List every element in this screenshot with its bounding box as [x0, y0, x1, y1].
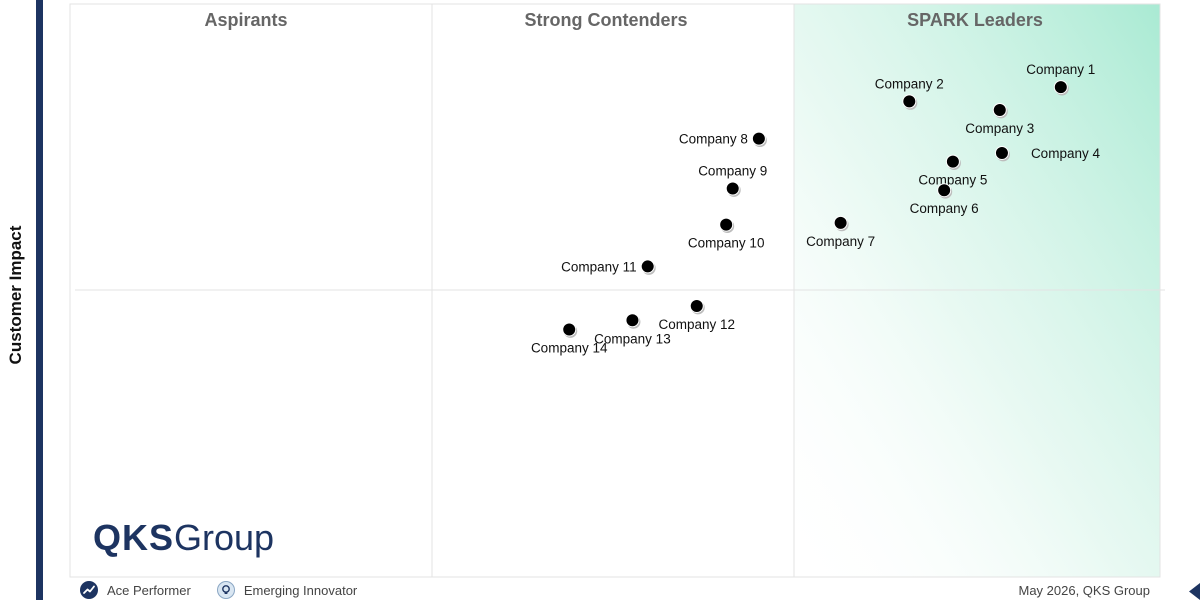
data-point: Company 9	[698, 164, 767, 197]
point-label: Company 7	[806, 234, 875, 249]
logo-light-text: Group	[174, 517, 275, 558]
logo-bold-text: QKS	[93, 517, 175, 558]
quadrant-title-strong-contenders: Strong Contenders	[524, 10, 687, 30]
data-point: Company 10	[688, 217, 765, 251]
legend: Ace Performer Emerging Innovator	[80, 580, 383, 600]
point-label: Company 10	[688, 236, 765, 251]
point-label: Company 3	[965, 121, 1034, 136]
point-marker[interactable]	[640, 259, 655, 274]
point-marker[interactable]	[689, 298, 704, 313]
data-point: Company 13	[594, 313, 671, 346]
point-label: Company 5	[918, 173, 987, 188]
point-marker[interactable]	[945, 154, 960, 169]
data-point: Company 2	[875, 76, 944, 110]
legend-item-ace-performer: Ace Performer	[80, 581, 191, 599]
point-marker[interactable]	[902, 94, 917, 109]
data-points: Company 1 Company 2 Company 3 Company 4 Comp…	[531, 62, 1101, 355]
point-marker[interactable]	[625, 313, 640, 328]
point-marker[interactable]	[833, 215, 848, 230]
footer-note: May 2026, QKS Group	[1018, 583, 1150, 598]
data-point: Company 3	[965, 103, 1034, 136]
point-label: Company 8	[679, 132, 748, 147]
point-marker[interactable]	[994, 145, 1009, 160]
data-point: Company 6	[910, 183, 979, 216]
data-point: Company 5	[918, 154, 987, 188]
point-marker[interactable]	[992, 103, 1007, 118]
emerging-innovator-icon	[216, 581, 235, 599]
point-label: Company 2	[875, 76, 944, 91]
data-point: Company 12	[658, 298, 735, 332]
data-point: Company 8	[679, 131, 767, 148]
point-marker[interactable]	[751, 131, 766, 146]
point-label: Company 13	[594, 331, 671, 346]
point-marker[interactable]	[1053, 80, 1068, 95]
corner-arrow-icon	[1189, 583, 1200, 600]
ace-performer-icon	[80, 581, 98, 599]
point-marker[interactable]	[562, 322, 577, 337]
quadrant-title-spark-leaders: SPARK Leaders	[907, 10, 1043, 30]
point-label: Company 6	[910, 201, 979, 216]
point-marker[interactable]	[937, 183, 952, 198]
point-label: Company 1	[1026, 62, 1095, 77]
data-point: Company 7	[806, 215, 875, 249]
qks-group-logo: QKSGroup	[93, 520, 274, 556]
point-label: Company 12	[658, 317, 735, 332]
point-label: Company 14	[531, 340, 608, 355]
legend-label-ace-performer: Ace Performer	[107, 582, 191, 598]
legend-item-emerging-innovator: Emerging Innovator	[216, 581, 358, 599]
quadrant-title-aspirants: Aspirants	[204, 10, 287, 30]
data-point: Company 1	[1026, 62, 1095, 96]
point-marker[interactable]	[725, 181, 740, 196]
left-frame-bar	[36, 0, 43, 600]
data-point: Company 11	[561, 259, 656, 275]
point-label: Company 4	[1031, 146, 1101, 161]
point-marker[interactable]	[719, 217, 734, 232]
legend-label-emerging-innovator: Emerging Innovator	[243, 582, 358, 598]
point-label: Company 11	[561, 259, 637, 274]
data-point: Company 4	[994, 145, 1101, 162]
data-point: Company 14	[531, 322, 608, 355]
point-label: Company 9	[698, 164, 767, 179]
